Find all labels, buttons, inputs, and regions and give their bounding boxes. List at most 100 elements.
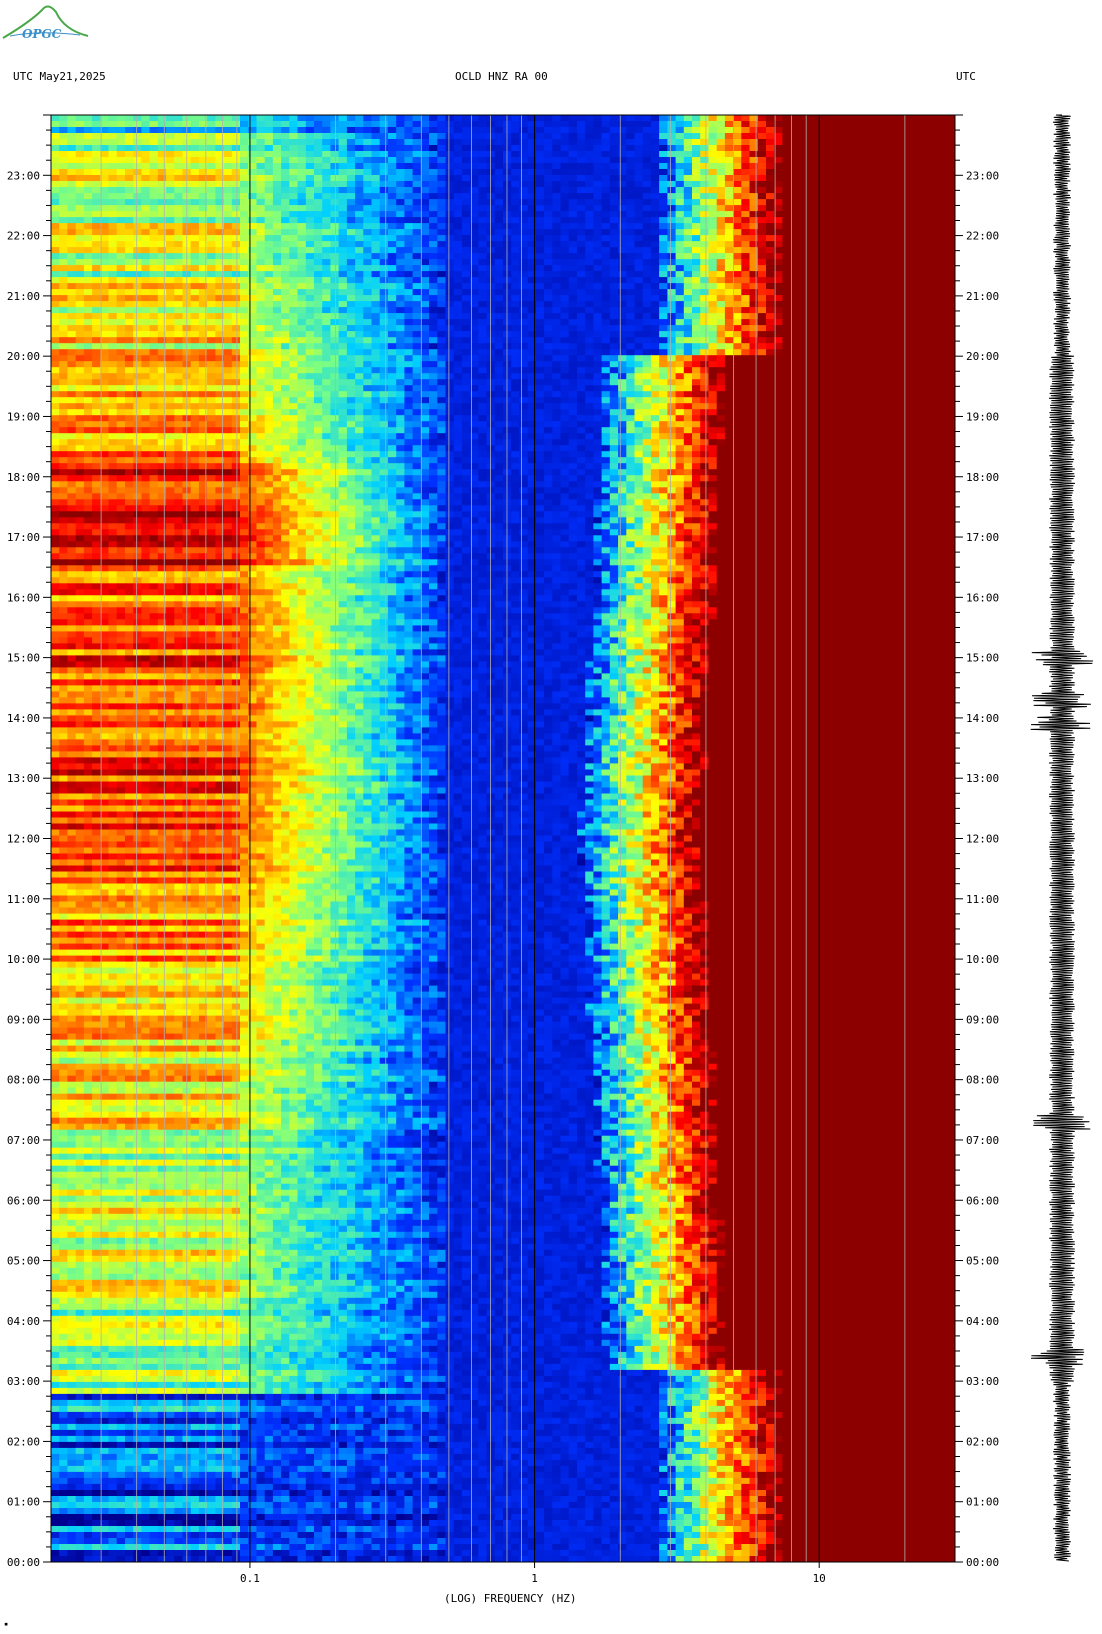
heat-cell xyxy=(717,247,726,254)
heat-cell xyxy=(503,211,512,218)
heat-cell xyxy=(659,139,668,146)
heat-cell xyxy=(59,337,68,344)
heat-cell xyxy=(273,259,282,266)
heat-cell xyxy=(166,139,175,146)
heat-cell xyxy=(404,169,413,176)
heat-cell xyxy=(355,187,364,194)
heat-cell xyxy=(232,121,241,128)
heat-cell xyxy=(766,193,775,200)
heat-cell xyxy=(487,307,496,314)
heat-cell xyxy=(643,313,652,320)
heat-cell xyxy=(51,295,60,302)
heat-cell xyxy=(832,319,841,326)
heat-cell xyxy=(174,163,183,170)
heat-cell xyxy=(914,163,923,170)
heat-cell xyxy=(174,169,183,176)
heat-cell xyxy=(659,277,668,284)
heat-cell xyxy=(215,271,224,278)
heat-cell xyxy=(380,289,389,296)
heat-cell xyxy=(774,187,783,194)
heat-cell xyxy=(446,343,455,350)
heat-cell xyxy=(84,367,93,374)
heat-cell xyxy=(684,241,693,248)
heat-cell xyxy=(667,241,676,248)
heat-cell xyxy=(692,181,701,188)
heat-cell xyxy=(914,271,923,278)
heat-cell xyxy=(528,223,537,230)
heat-cell xyxy=(610,211,619,218)
heat-cell xyxy=(207,217,216,224)
heat-cell xyxy=(700,373,709,380)
heat-cell xyxy=(552,205,561,212)
heat-cell xyxy=(873,367,882,374)
heat-cell xyxy=(889,151,898,158)
heat-cell xyxy=(141,241,150,248)
heat-cell xyxy=(257,157,266,164)
heat-cell xyxy=(273,115,282,122)
heat-cell xyxy=(322,211,331,218)
heat-cell xyxy=(281,337,290,344)
heat-cell xyxy=(372,235,381,242)
heat-cell xyxy=(741,223,750,230)
heat-cell xyxy=(865,325,874,332)
heat-cell xyxy=(939,301,948,308)
heat-cell xyxy=(84,295,93,302)
heat-cell xyxy=(815,367,824,374)
heat-cell xyxy=(421,199,430,206)
heat-cell xyxy=(339,343,348,350)
heat-cell xyxy=(635,145,644,152)
heat-cell xyxy=(265,271,274,278)
heat-cell xyxy=(511,277,520,284)
heat-cell xyxy=(881,253,890,260)
heat-cell xyxy=(454,361,463,368)
heat-cell xyxy=(396,199,405,206)
heat-cell xyxy=(421,367,430,374)
heat-cell xyxy=(676,367,685,374)
heat-cell xyxy=(141,235,150,242)
heat-cell xyxy=(577,133,586,140)
heat-cell xyxy=(733,223,742,230)
heat-cell xyxy=(380,175,389,182)
heat-cell xyxy=(330,295,339,302)
heat-cell xyxy=(306,361,315,368)
heat-cell xyxy=(413,319,422,326)
heat-cell xyxy=(240,319,249,326)
heat-cell xyxy=(150,127,159,134)
heat-cell xyxy=(232,289,241,296)
heat-cell xyxy=(281,175,290,182)
heat-cell xyxy=(59,193,68,200)
heat-cell xyxy=(322,181,331,188)
heat-cell xyxy=(511,193,520,200)
heat-cell xyxy=(626,319,635,326)
heat-cell xyxy=(92,265,101,272)
heat-cell xyxy=(240,235,249,242)
heat-cell xyxy=(215,127,224,134)
heat-cell xyxy=(240,355,249,362)
heat-cell xyxy=(388,283,397,290)
heat-cell xyxy=(659,181,668,188)
heat-cell xyxy=(947,217,956,224)
heat-cell xyxy=(684,367,693,374)
heat-cell xyxy=(741,295,750,302)
heat-cell xyxy=(741,241,750,248)
heat-cell xyxy=(100,187,109,194)
heat-cell xyxy=(446,295,455,302)
heat-cell xyxy=(347,283,356,290)
heat-cell xyxy=(766,367,775,374)
heat-cell xyxy=(832,205,841,212)
heat-cell xyxy=(651,367,660,374)
heat-cell xyxy=(240,133,249,140)
heat-cell xyxy=(215,331,224,338)
heat-cell xyxy=(76,355,85,362)
heat-cell xyxy=(610,253,619,260)
heat-cell xyxy=(848,325,857,332)
heat-cell xyxy=(593,211,602,218)
heat-cell xyxy=(544,211,553,218)
heat-cell xyxy=(413,115,422,122)
heat-cell xyxy=(322,151,331,158)
heat-cell xyxy=(651,277,660,284)
heat-cell xyxy=(503,265,512,272)
heat-cell xyxy=(413,253,422,260)
heat-cell xyxy=(125,157,134,164)
heat-cell xyxy=(298,343,307,350)
